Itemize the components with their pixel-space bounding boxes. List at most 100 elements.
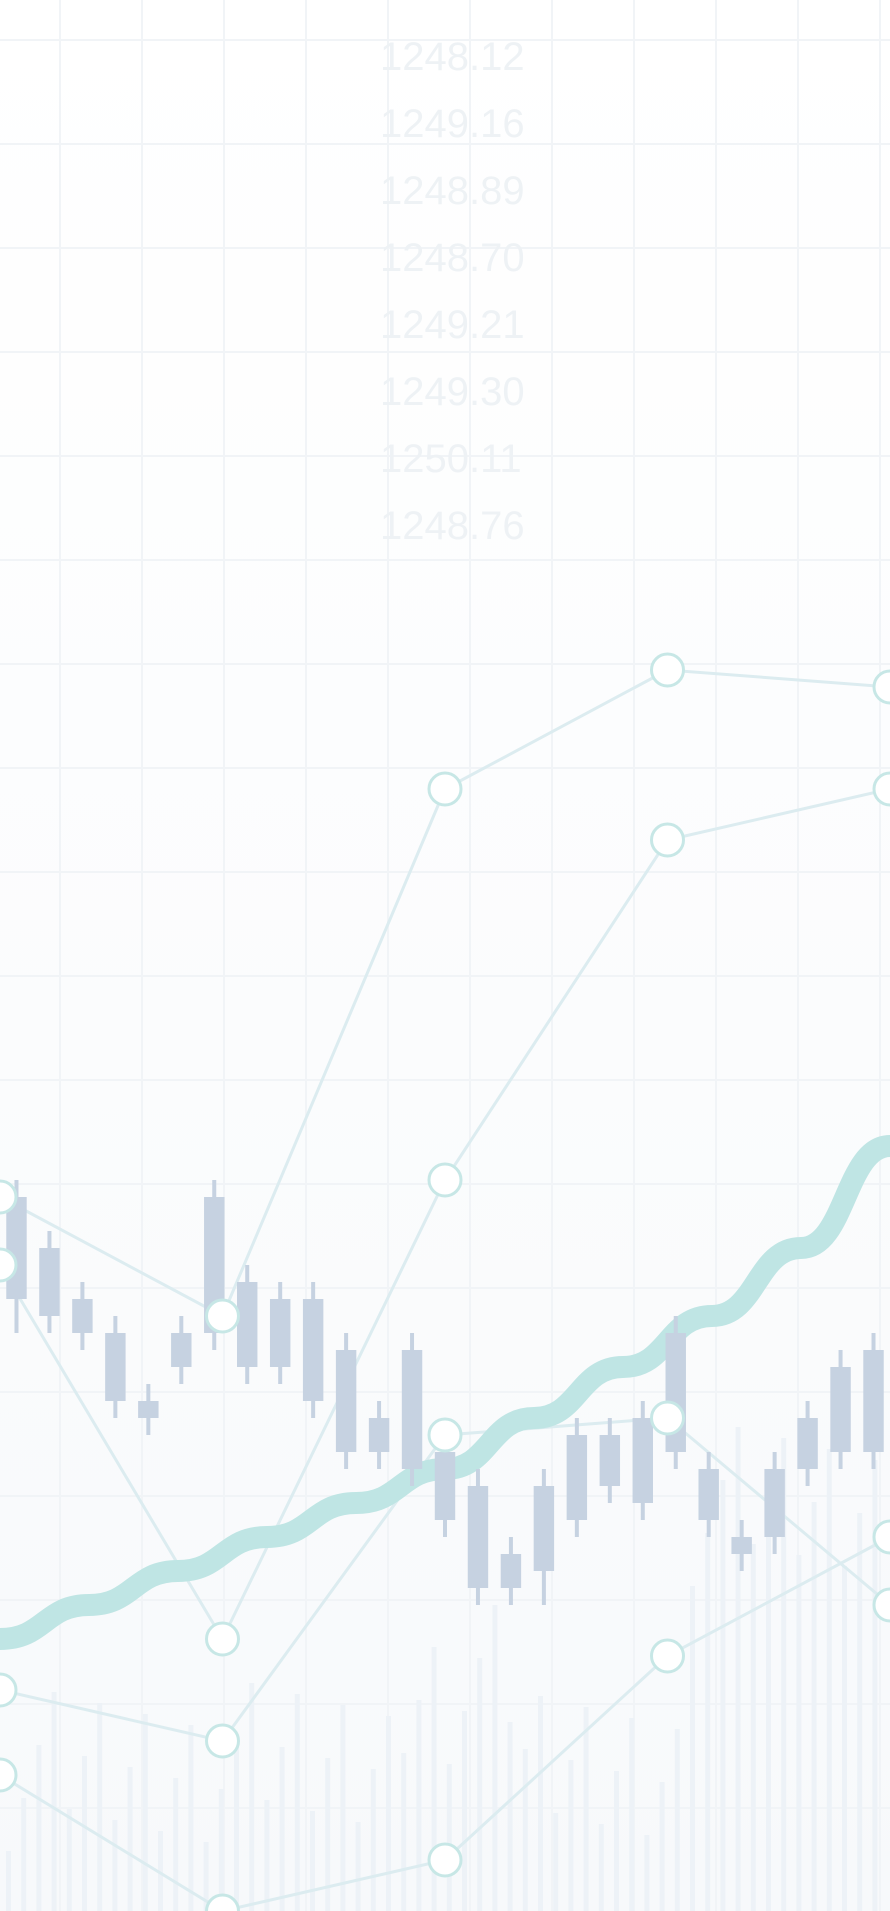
candle-body [500,1554,522,1588]
volume-bar [522,1749,528,1911]
volume-bar [462,1711,467,1911]
line-point [205,1723,240,1759]
line-point [205,1621,240,1657]
volume-bar [51,1692,57,1911]
volume-bar [568,1760,574,1911]
line-point [427,1842,463,1878]
candle-body [863,1350,884,1452]
line-point [0,1672,18,1708]
candle-body [335,1350,357,1452]
candle-body [171,1333,192,1367]
volume-bar [842,1566,847,1911]
volume-bar [705,1533,711,1911]
volume-bar [401,1753,407,1911]
volume-bar [553,1813,559,1911]
faded-price-label: 1248.70 [380,236,525,280]
volume-bar [477,1658,483,1911]
candle-body [39,1248,60,1316]
volume-bar [796,1555,802,1911]
volume-bar [66,1809,72,1911]
volume-bar [173,1778,179,1911]
volume-bar [218,1789,224,1911]
line-point [650,822,685,858]
candle-body [269,1299,291,1367]
volume-bar [370,1769,376,1911]
volume-bar [538,1696,543,1911]
line-point [205,1893,240,1911]
candle-body [731,1537,752,1554]
candle-body [138,1401,159,1418]
candle-body [434,1452,456,1520]
candle-body [237,1282,258,1367]
volume-bar [21,1798,27,1911]
volume-bar [234,1736,239,1911]
volume-bar [690,1586,695,1911]
volume-bar [112,1820,118,1911]
volume-bar [279,1747,285,1911]
volume-layer [6,1427,878,1911]
line-point [650,1638,685,1674]
volume-bar [127,1767,133,1911]
faded-price-label: 1249.30 [380,370,525,414]
line-point [0,1179,18,1215]
candle-body [797,1418,818,1469]
volume-bar [386,1716,391,1911]
faded-price-label: 1248.89 [380,169,525,213]
candle-body [467,1486,489,1588]
line-point [872,1519,890,1555]
volume-bar [340,1705,346,1911]
candle-body [105,1333,126,1401]
faded-price-label: 1249.21 [380,303,525,347]
faded-price-label: 1248.12 [380,35,525,79]
line-point [0,1757,18,1793]
volume-bar [614,1771,619,1911]
volume-bar [82,1756,87,1911]
line-point [427,771,463,807]
volume-bar [598,1824,604,1911]
candle-body [698,1469,719,1520]
line-series [0,668,890,1319]
volume-bar [872,1460,878,1911]
volume-bar [492,1605,498,1911]
volume-bar [294,1694,300,1911]
volume-bar [583,1707,589,1911]
volume-bar [325,1758,331,1911]
volume-bar [249,1683,255,1911]
volume-bar [826,1449,832,1911]
line-point [427,1417,463,1453]
line-point [650,652,685,688]
candle-body [830,1367,851,1452]
volume-bar [188,1725,194,1911]
volume-bar [158,1831,163,1911]
line-point [872,771,890,807]
volume-bar [629,1718,635,1911]
candle-body [632,1418,653,1503]
line-point [872,1587,890,1623]
volume-bar [750,1544,756,1911]
volume-bar [644,1835,650,1911]
candle-body [368,1418,390,1452]
volume-bar [416,1700,422,1911]
candle-body [533,1486,555,1571]
volume-bar [36,1745,42,1911]
volume-bar [507,1722,513,1911]
volume-bar [355,1822,361,1911]
candle-body [72,1299,93,1333]
volume-bar [720,1480,726,1911]
volume-bar [766,1491,771,1911]
faded-labels: 1248.12 1249.16 1248.89 1248.70 1249.21 1249.… [380,35,525,548]
volume-bar [659,1782,665,1911]
volume-bar [857,1513,863,1911]
line-point [872,669,890,705]
candle-body [566,1435,588,1520]
candle-body [599,1435,621,1486]
volume-bar [431,1647,437,1911]
faded-price-label: 1249.16 [380,102,525,146]
candle-body [764,1469,785,1537]
volume-bar [142,1714,148,1911]
candle-layer [6,1180,884,1605]
faded-price-label: 1248.76 [380,504,525,548]
line-point [0,1247,18,1283]
volume-bar [97,1703,103,1911]
